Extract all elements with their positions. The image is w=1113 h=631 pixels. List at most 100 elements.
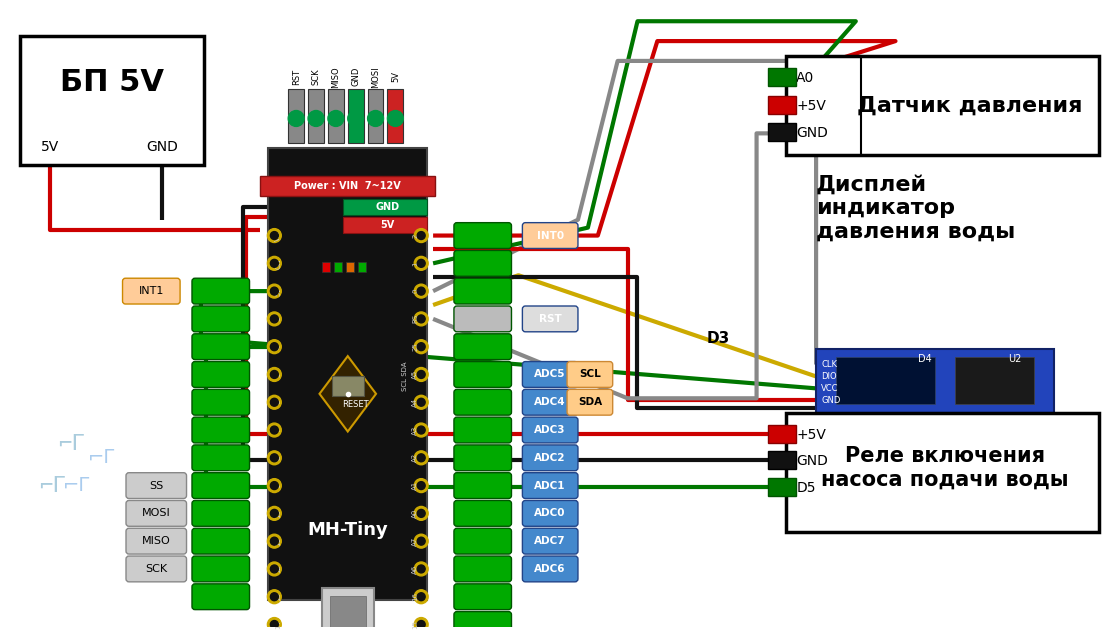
- Bar: [768, 124, 796, 141]
- Bar: [20, 36, 204, 165]
- Bar: [288, 89, 304, 143]
- Circle shape: [270, 565, 278, 573]
- FancyBboxPatch shape: [522, 528, 578, 554]
- FancyBboxPatch shape: [454, 306, 512, 332]
- Text: MH-Tiny: MH-Tiny: [307, 521, 388, 540]
- Text: GND: GND: [352, 67, 361, 86]
- Circle shape: [267, 618, 282, 631]
- Text: ADC2: ADC2: [534, 453, 565, 463]
- FancyBboxPatch shape: [522, 473, 578, 498]
- Text: ⌐Γ: ⌐Γ: [63, 476, 90, 495]
- Text: A6: A6: [412, 564, 418, 574]
- Circle shape: [267, 228, 282, 242]
- Circle shape: [414, 423, 429, 437]
- Text: RS: RS: [412, 314, 418, 324]
- Circle shape: [267, 590, 282, 604]
- Circle shape: [270, 259, 278, 268]
- Text: MOSI: MOSI: [371, 66, 380, 88]
- FancyBboxPatch shape: [191, 556, 249, 582]
- FancyBboxPatch shape: [522, 556, 578, 582]
- Bar: [343, 199, 427, 215]
- Circle shape: [270, 398, 278, 406]
- Text: ⌐Γ: ⌐Γ: [39, 476, 66, 495]
- Bar: [343, 216, 427, 233]
- FancyBboxPatch shape: [454, 473, 512, 498]
- FancyBboxPatch shape: [191, 500, 249, 526]
- Circle shape: [414, 618, 429, 631]
- Circle shape: [328, 110, 344, 126]
- Circle shape: [270, 343, 278, 351]
- Circle shape: [267, 479, 282, 493]
- Circle shape: [267, 284, 282, 298]
- FancyBboxPatch shape: [191, 473, 249, 498]
- Text: A1: A1: [412, 481, 418, 490]
- Text: 5V: 5V: [275, 286, 282, 296]
- FancyBboxPatch shape: [191, 334, 249, 360]
- FancyBboxPatch shape: [191, 306, 249, 332]
- Text: ⌐Γ: ⌐Γ: [88, 448, 116, 468]
- Circle shape: [267, 451, 282, 465]
- Text: Реле включения
насоса подачи воды: Реле включения насоса подачи воды: [821, 446, 1068, 489]
- Polygon shape: [319, 356, 376, 432]
- Text: SS: SS: [149, 481, 164, 490]
- Circle shape: [288, 110, 304, 126]
- Circle shape: [414, 228, 429, 242]
- Text: VM: VM: [275, 230, 282, 241]
- Text: 5V: 5V: [41, 140, 59, 154]
- Circle shape: [270, 287, 278, 295]
- Text: A2: A2: [412, 453, 418, 463]
- Text: 6: 6: [275, 400, 282, 404]
- Text: Дисплей
индикатор
давления воды: Дисплей индикатор давления воды: [816, 175, 1015, 242]
- FancyBboxPatch shape: [454, 500, 512, 526]
- Bar: [334, 262, 342, 272]
- Circle shape: [270, 509, 278, 517]
- Text: 1: 1: [412, 261, 418, 266]
- FancyBboxPatch shape: [454, 528, 512, 554]
- Text: A7: A7: [412, 536, 418, 546]
- Text: GND: GND: [796, 454, 828, 468]
- Circle shape: [417, 593, 425, 601]
- Text: MISO: MISO: [332, 66, 341, 88]
- Bar: [836, 357, 935, 404]
- Text: A0: A0: [412, 509, 418, 518]
- FancyBboxPatch shape: [126, 473, 187, 498]
- Circle shape: [417, 426, 425, 434]
- Bar: [786, 413, 1099, 532]
- FancyBboxPatch shape: [567, 389, 612, 415]
- Circle shape: [414, 562, 429, 576]
- Circle shape: [417, 620, 425, 628]
- Bar: [816, 349, 1054, 413]
- Text: ⌐Γ: ⌐Γ: [59, 434, 86, 454]
- Circle shape: [417, 537, 425, 545]
- Bar: [768, 478, 796, 495]
- Circle shape: [417, 370, 425, 379]
- Circle shape: [417, 259, 425, 268]
- Circle shape: [417, 398, 425, 406]
- Circle shape: [414, 534, 429, 548]
- Circle shape: [270, 537, 278, 545]
- FancyBboxPatch shape: [191, 528, 249, 554]
- Text: GND: GND: [796, 126, 828, 140]
- Text: 13: 13: [275, 593, 282, 601]
- FancyBboxPatch shape: [191, 389, 249, 415]
- FancyBboxPatch shape: [522, 223, 578, 249]
- Text: SCL SDA: SCL SDA: [402, 362, 408, 391]
- Circle shape: [414, 507, 429, 521]
- Bar: [329, 596, 366, 631]
- FancyBboxPatch shape: [122, 278, 180, 304]
- Circle shape: [270, 454, 278, 462]
- Circle shape: [414, 256, 429, 270]
- FancyBboxPatch shape: [522, 417, 578, 443]
- Text: 14: 14: [275, 620, 282, 629]
- Text: RESET: RESET: [343, 399, 370, 409]
- Bar: [346, 262, 354, 272]
- Circle shape: [267, 562, 282, 576]
- Bar: [268, 148, 427, 599]
- Text: 9: 9: [275, 483, 282, 488]
- Bar: [955, 357, 1034, 404]
- Circle shape: [270, 620, 278, 628]
- Circle shape: [267, 367, 282, 381]
- FancyBboxPatch shape: [454, 417, 512, 443]
- FancyBboxPatch shape: [126, 500, 187, 526]
- Circle shape: [414, 339, 429, 353]
